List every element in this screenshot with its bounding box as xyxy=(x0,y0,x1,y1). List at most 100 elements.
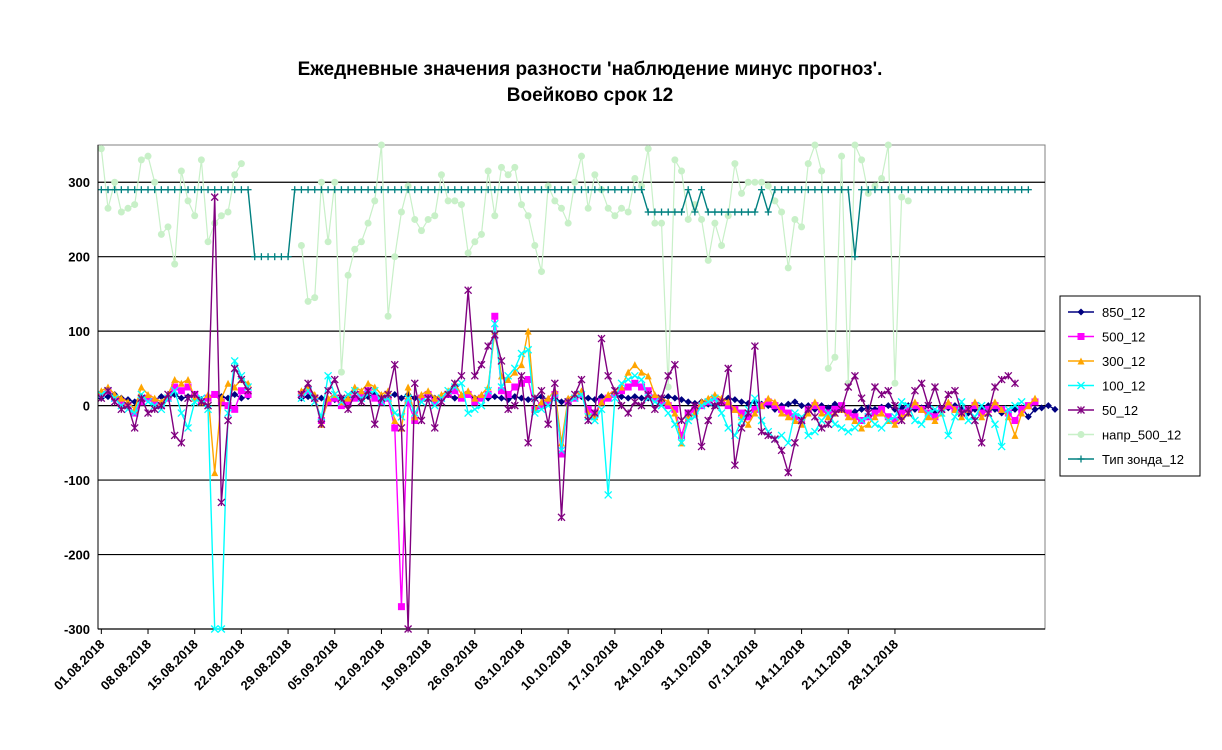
data-point xyxy=(1024,413,1032,421)
data-point xyxy=(517,379,525,387)
data-point xyxy=(624,186,632,194)
data-point xyxy=(604,394,612,402)
data-point xyxy=(850,423,859,432)
data-point xyxy=(524,345,533,354)
data-point xyxy=(638,394,646,402)
data-point xyxy=(871,182,879,190)
data-point xyxy=(811,402,819,410)
data-point xyxy=(370,420,379,429)
data-point xyxy=(890,401,899,410)
data-point xyxy=(664,402,672,410)
data-point xyxy=(417,416,426,425)
data-point xyxy=(371,383,379,391)
data-point xyxy=(791,215,799,223)
data-point xyxy=(871,413,879,421)
data-point xyxy=(130,423,139,432)
data-point xyxy=(97,186,105,194)
legend-entry: напр_500_12 xyxy=(1102,428,1181,443)
data-point xyxy=(730,461,739,470)
data-point xyxy=(244,390,252,398)
data-point xyxy=(744,208,752,216)
axes: 3002001000-100-200-30001.08.201808.08.20… xyxy=(51,145,901,693)
series-line xyxy=(300,290,1016,630)
data-point xyxy=(830,420,839,429)
data-point xyxy=(391,390,399,398)
data-point xyxy=(758,186,766,194)
data-point xyxy=(864,420,872,428)
series-100_12 xyxy=(97,319,1026,633)
data-point xyxy=(557,439,565,447)
data-point xyxy=(811,186,819,194)
data-point xyxy=(738,398,746,406)
data-point xyxy=(991,420,999,429)
data-point xyxy=(724,212,732,220)
data-point xyxy=(551,186,559,194)
data-point xyxy=(524,396,532,404)
data-point xyxy=(817,423,826,432)
data-point xyxy=(611,186,619,194)
data-point xyxy=(978,409,986,417)
data-point xyxy=(557,398,565,406)
data-point xyxy=(937,409,946,418)
data-point xyxy=(1038,404,1046,412)
data-point xyxy=(944,402,952,410)
data-point xyxy=(484,386,493,395)
data-point xyxy=(590,409,599,418)
data-point xyxy=(577,375,586,384)
data-point xyxy=(778,186,786,194)
data-point xyxy=(858,424,866,432)
data-point xyxy=(904,409,913,418)
data-point xyxy=(997,375,1006,384)
data-point xyxy=(224,409,233,418)
data-point xyxy=(1031,398,1039,406)
data-point xyxy=(390,409,399,418)
data-point xyxy=(791,413,799,421)
data-point xyxy=(818,405,826,413)
x-tick-label: 28.11.2018 xyxy=(845,637,901,693)
data-point xyxy=(424,387,432,395)
data-point xyxy=(237,186,245,194)
data-point xyxy=(397,603,405,611)
data-point xyxy=(357,390,365,398)
data-point xyxy=(911,398,919,406)
data-point xyxy=(670,420,679,429)
data-point xyxy=(964,416,973,425)
data-point xyxy=(904,197,912,205)
data-point xyxy=(924,413,932,421)
data-point xyxy=(684,416,693,425)
data-point xyxy=(664,409,673,418)
data-point xyxy=(851,141,859,149)
data-point xyxy=(971,402,979,410)
data-point xyxy=(764,208,772,216)
data-point xyxy=(898,186,906,194)
data-point xyxy=(157,230,165,238)
data-point xyxy=(490,319,499,328)
data-point xyxy=(511,368,519,376)
data-point xyxy=(858,156,866,164)
data-point xyxy=(317,420,326,429)
data-point xyxy=(884,416,893,425)
data-point xyxy=(510,401,519,410)
data-point xyxy=(357,186,365,194)
data-point xyxy=(311,186,319,194)
data-point xyxy=(497,163,505,171)
data-point xyxy=(311,294,319,302)
data-point xyxy=(791,186,799,194)
data-point xyxy=(557,204,565,212)
data-point xyxy=(651,390,659,398)
data-point xyxy=(811,398,819,406)
data-point xyxy=(131,201,139,209)
data-point xyxy=(597,405,606,414)
data-point xyxy=(864,409,873,418)
data-point xyxy=(397,412,406,421)
data-point xyxy=(651,219,659,227)
data-point xyxy=(484,186,492,194)
data-point xyxy=(457,379,466,388)
data-point xyxy=(744,420,752,428)
data-point xyxy=(824,186,832,194)
data-point xyxy=(304,379,313,388)
data-point xyxy=(631,186,639,194)
data-point xyxy=(197,397,206,406)
y-tick-label: 0 xyxy=(83,399,90,414)
data-point xyxy=(917,379,926,388)
